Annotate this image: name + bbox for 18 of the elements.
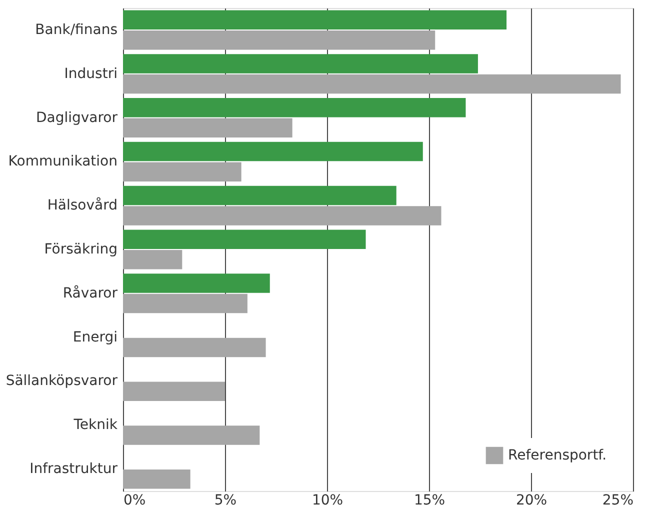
y-tick-label: Dagligvaror bbox=[36, 110, 118, 126]
legend-label: Referensportf. bbox=[508, 448, 607, 464]
x-tick-label: 15% bbox=[414, 492, 446, 508]
y-tick-label: Hälsovård bbox=[47, 196, 118, 214]
x-tick-label: 20% bbox=[516, 492, 548, 508]
y-tick-label: Industri bbox=[64, 66, 118, 82]
y-tick-label: Försäkring bbox=[44, 242, 118, 258]
x-tick-label: 25% bbox=[602, 492, 634, 508]
x-tick-label: 10% bbox=[312, 492, 344, 508]
y-tick-label: Energi bbox=[72, 329, 118, 346]
x-tick-label: 5% bbox=[214, 492, 237, 508]
y-tick-label: Infrastruktur bbox=[30, 461, 118, 478]
x-tick-label: 0% bbox=[124, 492, 146, 508]
y-tick-label: Sällanköpsvaror bbox=[6, 373, 118, 390]
y-tick-label: Råvaror bbox=[62, 284, 118, 302]
y-tick-label: Kommunikation bbox=[8, 154, 118, 170]
y-tick-label: Bank/finans bbox=[35, 22, 118, 38]
y-tick-label: Teknik bbox=[72, 417, 118, 434]
